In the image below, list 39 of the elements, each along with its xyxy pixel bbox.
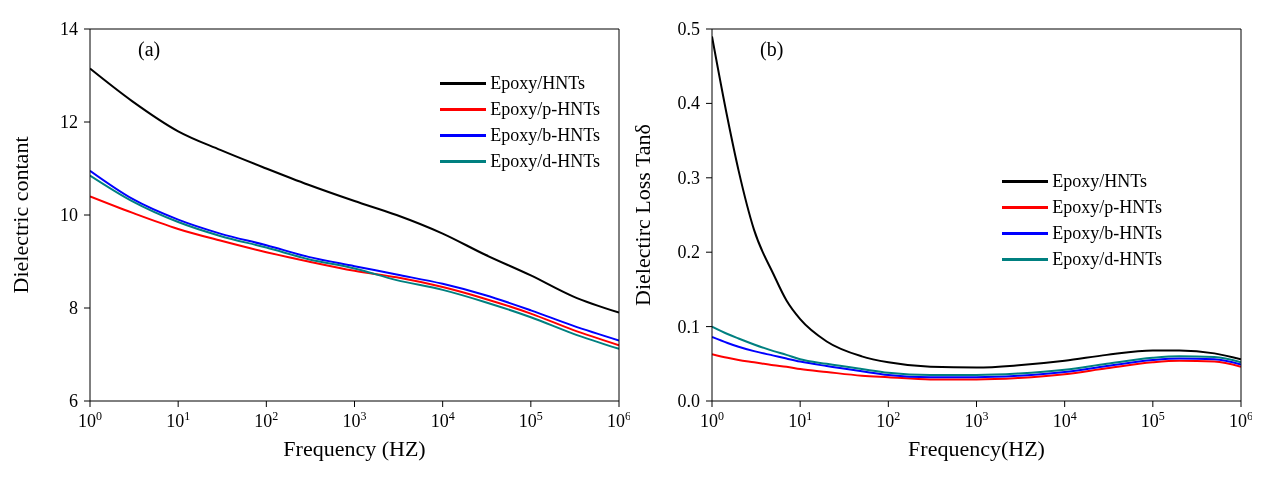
y-tick-label: 0.2 xyxy=(677,242,700,263)
x-tick-label: 10$^{2}$ xyxy=(254,409,279,431)
x-tick-label: 10$^{5}$ xyxy=(518,409,543,431)
y-tick-label: 0.3 xyxy=(677,167,700,188)
x-tick-label: 10$^{0}$ xyxy=(700,409,724,431)
y-tick-label: 6 xyxy=(69,391,78,411)
legend-label: Epoxy/p-HNTs xyxy=(1052,196,1162,219)
x-tick-label: 10$^{3}$ xyxy=(964,409,989,431)
x-tick-label: 10$^{3}$ xyxy=(342,409,367,431)
y-tick-label: 8 xyxy=(69,298,78,318)
y-tick-label: 0.5 xyxy=(677,19,700,39)
legend-label: Epoxy/p-HNTs xyxy=(490,98,600,121)
x-tick-label: 10$^{4}$ xyxy=(1052,409,1077,431)
x-tick-label: 10$^{5}$ xyxy=(1140,409,1165,431)
x-axis-title: Frequency (HZ) xyxy=(283,436,426,461)
legend-label: Epoxy/d-HNTs xyxy=(490,150,600,173)
y-axis-title: Dielectirc Loss Tanδ xyxy=(629,124,655,306)
annotation: (a) xyxy=(138,38,161,61)
legend-label: Epoxy/b-HNTs xyxy=(490,124,600,147)
legend-label: Epoxy/HNTs xyxy=(1052,170,1148,193)
x-tick-label: 10$^{2}$ xyxy=(876,409,901,431)
x-tick-label: 10$^{6}$ xyxy=(607,409,631,431)
y-tick-label: 14 xyxy=(60,19,78,39)
x-tick-label: 10$^{0}$ xyxy=(78,409,102,431)
y-tick-label: 0.1 xyxy=(677,316,700,337)
y-tick-label: 10 xyxy=(60,205,78,225)
legend-label: Epoxy/d-HNTs xyxy=(1052,248,1162,271)
x-tick-label: 10$^{1}$ xyxy=(788,409,813,431)
annotation: (b) xyxy=(760,38,784,61)
x-tick-label: 10$^{4}$ xyxy=(430,409,455,431)
y-tick-label: 0.4 xyxy=(677,93,700,114)
y-tick-label: 12 xyxy=(60,112,78,132)
x-axis-title: Frequency(HZ) xyxy=(908,436,1045,461)
x-tick-label: 10$^{6}$ xyxy=(1229,409,1253,431)
x-tick-label: 10$^{1}$ xyxy=(166,409,191,431)
y-tick-label: 0.0 xyxy=(677,391,700,411)
legend-label: Epoxy/b-HNTs xyxy=(1052,222,1162,245)
legend-label: Epoxy/HNTs xyxy=(490,72,586,95)
y-axis-title: Dielectric contant xyxy=(7,136,33,294)
